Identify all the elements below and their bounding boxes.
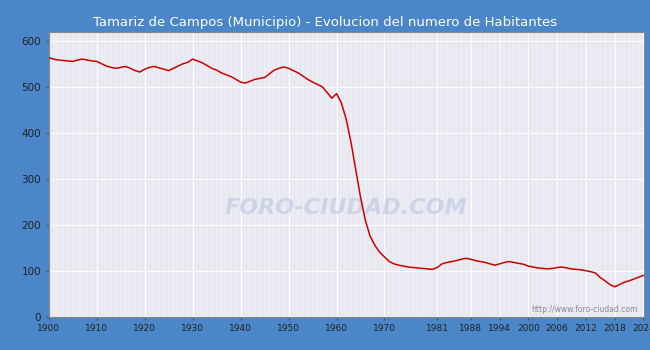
Text: FORO-CIUDAD.COM: FORO-CIUDAD.COM xyxy=(225,198,467,218)
Text: http://www.foro-ciudad.com: http://www.foro-ciudad.com xyxy=(531,305,638,314)
Text: Tamariz de Campos (Municipio) - Evolucion del numero de Habitantes: Tamariz de Campos (Municipio) - Evolucio… xyxy=(93,16,557,29)
